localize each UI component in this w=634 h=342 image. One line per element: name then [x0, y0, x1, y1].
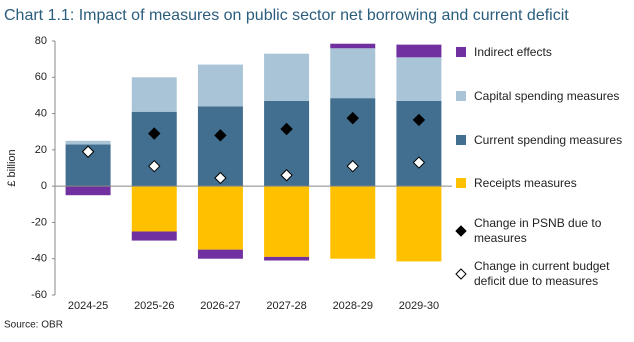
chart-title: Chart 1.1: Impact of measures on public …	[4, 7, 569, 24]
legend-swatch	[456, 135, 466, 145]
marker	[214, 171, 227, 185]
bar-segment	[264, 256, 310, 261]
marker	[412, 156, 426, 169]
legend-swatch	[456, 91, 466, 101]
marker	[412, 113, 426, 127]
bar-segment	[65, 140, 111, 145]
bar-segment	[330, 43, 376, 49]
legend-label: Change in PSNB due to measures	[474, 216, 602, 245]
source: Source: OBR	[4, 320, 63, 331]
y-axis-label: £ billion	[6, 149, 18, 186]
bar-segment	[131, 77, 177, 112]
bar-segment	[197, 186, 243, 250]
bar-segment	[396, 57, 442, 101]
bar-segment	[330, 48, 376, 99]
y-tick-label: 0	[41, 180, 47, 192]
x-tick-label: 2028-29	[333, 300, 373, 312]
bar-segment	[330, 98, 376, 187]
legend-label: Change in current budget deficit due to …	[474, 259, 610, 288]
marker	[214, 129, 227, 142]
bar-segment	[264, 186, 310, 257]
marker	[148, 159, 161, 173]
bar-segment	[330, 186, 376, 259]
marker	[346, 111, 359, 125]
y-tick-label: 80	[35, 35, 47, 47]
x-tick-label: 2026-27	[200, 300, 240, 312]
bar-segment	[197, 64, 243, 107]
bar-segment	[131, 186, 177, 232]
legend-swatch	[455, 225, 467, 237]
x-tick-label: 2024-25	[68, 300, 108, 312]
legend-label: Capital spending measures	[474, 88, 620, 103]
x-tick-label: 2025-26	[134, 300, 174, 312]
legend-label: Current spending measures	[474, 132, 623, 147]
marker	[346, 159, 359, 173]
marker	[280, 169, 293, 182]
marker	[280, 122, 293, 136]
y-tick-label: -20	[31, 216, 47, 228]
legend-label: Receipts measures	[474, 175, 577, 190]
y-tick-label: -60	[31, 289, 47, 301]
x-tick-label: 2027-28	[266, 300, 306, 312]
bar-segment	[264, 53, 310, 101]
x-tick-label: 2029-30	[399, 300, 439, 312]
legend-swatch	[456, 47, 466, 57]
bar-segment	[197, 249, 243, 259]
legend-label: Indirect effects	[474, 44, 552, 59]
y-tick-label: 40	[35, 107, 47, 119]
bar-segment	[396, 186, 442, 262]
y-tick-label: 60	[35, 71, 47, 83]
marker	[81, 145, 95, 158]
bar-segment	[396, 100, 442, 187]
bar-segment	[396, 44, 442, 58]
legend-swatch	[456, 178, 466, 188]
marker	[148, 127, 161, 140]
y-tick-label: -40	[31, 253, 47, 265]
y-tick-label: 20	[35, 144, 47, 156]
legend-swatch	[455, 268, 467, 280]
bar-segment	[65, 186, 111, 196]
bar-segment	[131, 231, 177, 241]
bar-segment	[131, 111, 177, 187]
